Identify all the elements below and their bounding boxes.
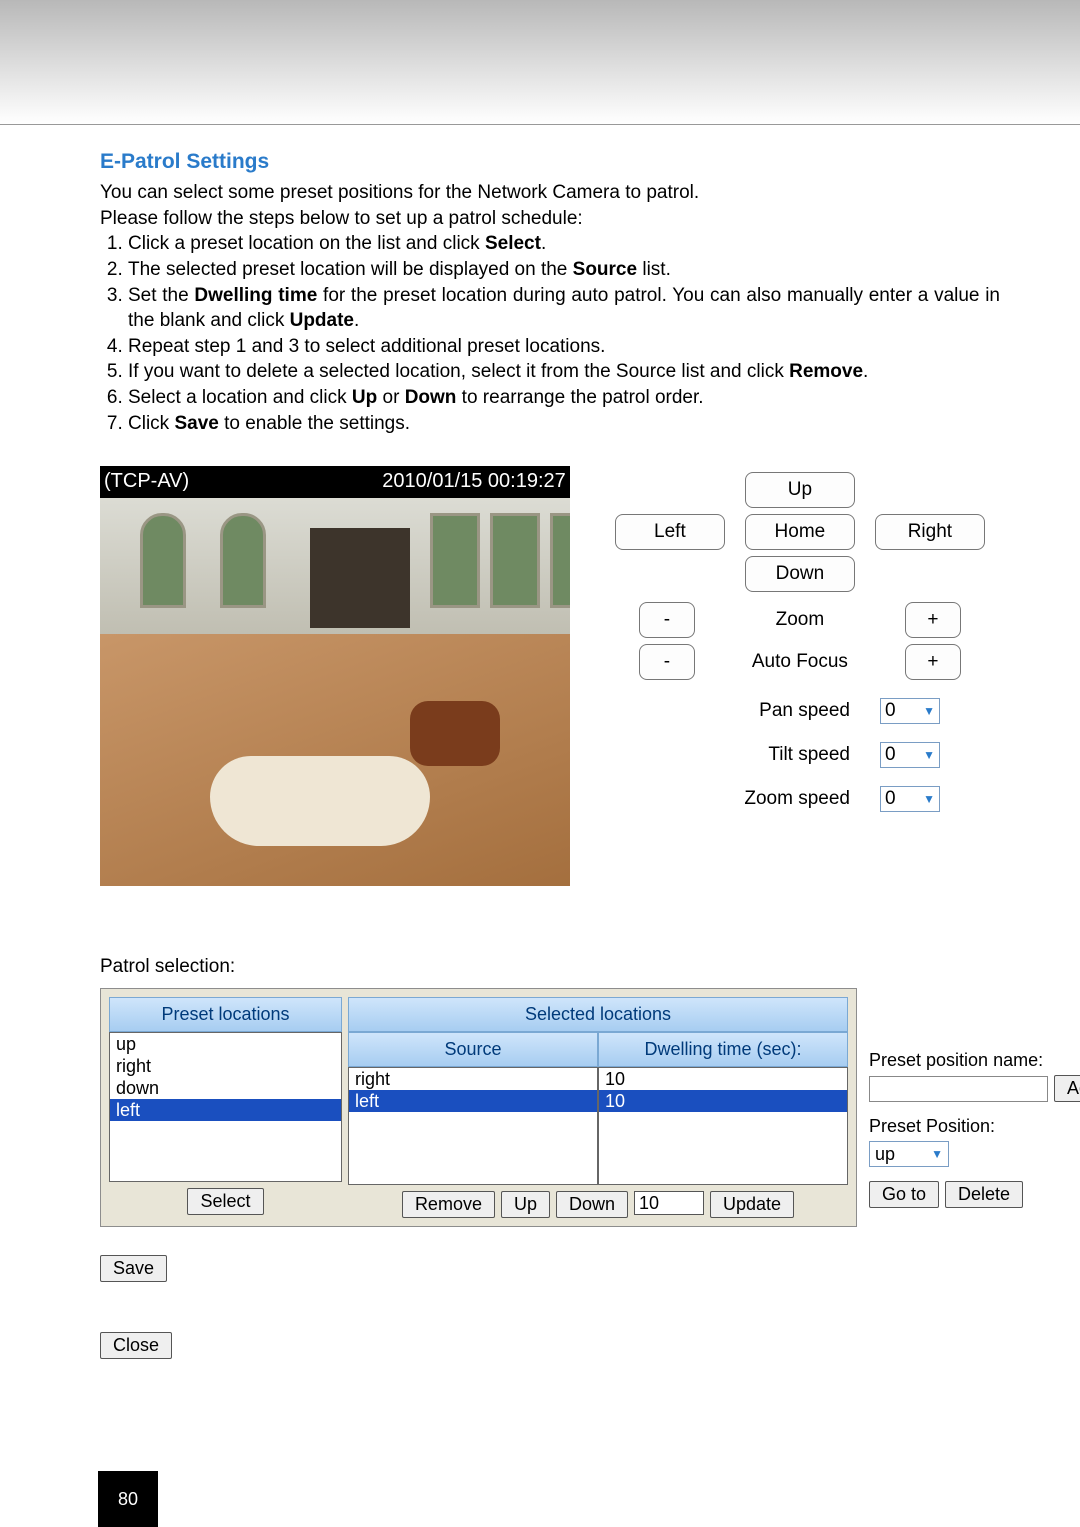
page-number: 80	[98, 1471, 158, 1527]
remove-button[interactable]: Remove	[402, 1191, 495, 1218]
zoom-in-button[interactable]: +	[905, 602, 961, 638]
list-item[interactable]: right	[110, 1055, 341, 1077]
zoom-speed-value: 0	[885, 788, 896, 810]
step-item: Click Save to enable the settings.	[128, 411, 1000, 437]
list-item[interactable]: up	[110, 1033, 341, 1055]
focus-near-button[interactable]: -	[639, 644, 695, 680]
move-down-button[interactable]: Down	[556, 1191, 628, 1218]
ptz-right-button[interactable]: Right	[875, 514, 985, 550]
add-button[interactable]: Add	[1054, 1075, 1080, 1102]
list-item[interactable]: right	[349, 1068, 597, 1090]
patrol-selection-label: Patrol selection:	[100, 956, 1000, 978]
section-title: E-Patrol Settings	[100, 150, 1000, 174]
ptz-panel: Up Left Home Right Down - Zoom + - Auto …	[600, 466, 1000, 812]
move-up-button[interactable]: Up	[501, 1191, 550, 1218]
zoom-label: Zoom	[715, 609, 885, 631]
list-item[interactable]: down	[110, 1077, 341, 1099]
preset-name-input[interactable]	[869, 1076, 1048, 1102]
ptz-home-button[interactable]: Home	[745, 514, 855, 550]
intro-text: You can select some preset positions for…	[100, 180, 1000, 231]
pan-speed-select[interactable]: 0▼	[880, 698, 940, 724]
dwell-time-input[interactable]	[634, 1191, 704, 1215]
video-timestamp: 2010/01/15 00:19:27	[382, 470, 566, 493]
zoom-speed-label: Zoom speed	[744, 788, 850, 810]
chevron-down-icon: ▼	[923, 748, 935, 762]
close-button[interactable]: Close	[100, 1332, 172, 1359]
step-item: Click a preset location on the list and …	[128, 231, 1000, 257]
intro-line: You can select some preset positions for…	[100, 180, 1000, 206]
ptz-down-button[interactable]: Down	[745, 556, 855, 592]
preset-position-label: Preset Position:	[869, 1116, 1080, 1137]
pan-speed-label: Pan speed	[759, 700, 850, 722]
zoom-speed-select[interactable]: 0▼	[880, 786, 940, 812]
source-list[interactable]: rightleft	[348, 1067, 598, 1185]
video-scene	[100, 498, 570, 886]
focus-far-button[interactable]: +	[905, 644, 961, 680]
zoom-out-button[interactable]: -	[639, 602, 695, 638]
goto-button[interactable]: Go to	[869, 1181, 939, 1208]
delete-button[interactable]: Delete	[945, 1181, 1023, 1208]
step-item: Set the Dwelling time for the preset loc…	[128, 283, 1000, 334]
dwell-header: Dwelling time (sec):	[598, 1032, 848, 1067]
chevron-down-icon: ▼	[931, 1147, 943, 1161]
step-item: Select a location and click Up or Down t…	[128, 385, 1000, 411]
select-button[interactable]: Select	[187, 1188, 263, 1215]
dwell-time-list[interactable]: 1010	[598, 1067, 848, 1185]
video-codec-label: (TCP-AV)	[104, 470, 189, 493]
list-item[interactable]: left	[349, 1090, 597, 1112]
preset-name-label: Preset position name:	[869, 1050, 1080, 1071]
preset-position-select[interactable]: up ▼	[869, 1141, 949, 1167]
save-button[interactable]: Save	[100, 1255, 167, 1282]
list-item[interactable]: 10	[599, 1090, 847, 1112]
camera-preview: (TCP-AV) 2010/01/15 00:19:27	[100, 466, 570, 886]
selected-locations-header: Selected locations	[348, 997, 848, 1032]
source-header: Source	[348, 1032, 598, 1067]
preset-locations-header: Preset locations	[109, 997, 342, 1032]
patrol-lists-panel: Preset locations uprightdownleft Select …	[100, 988, 857, 1227]
step-item: Repeat step 1 and 3 to select additional…	[128, 334, 1000, 360]
chevron-down-icon: ▼	[923, 792, 935, 806]
step-item: If you want to delete a selected locatio…	[128, 359, 1000, 385]
preset-position-panel: Preset position name: Add Preset Positio…	[869, 988, 1080, 1222]
preset-locations-list[interactable]: uprightdownleft	[109, 1032, 342, 1182]
steps-list: Click a preset location on the list and …	[100, 231, 1000, 436]
page-header-gradient	[0, 0, 1080, 125]
tilt-speed-select[interactable]: 0▼	[880, 742, 940, 768]
pan-speed-value: 0	[885, 700, 896, 722]
tilt-speed-label: Tilt speed	[768, 744, 850, 766]
autofocus-label: Auto Focus	[715, 651, 885, 673]
ptz-up-button[interactable]: Up	[745, 472, 855, 508]
preset-position-value: up	[875, 1144, 895, 1165]
list-item[interactable]: left	[110, 1099, 341, 1121]
chevron-down-icon: ▼	[923, 704, 935, 718]
list-item[interactable]: 10	[599, 1068, 847, 1090]
update-button[interactable]: Update	[710, 1191, 794, 1218]
intro-line: Please follow the steps below to set up …	[100, 206, 1000, 232]
tilt-speed-value: 0	[885, 744, 896, 766]
ptz-left-button[interactable]: Left	[615, 514, 725, 550]
step-item: The selected preset location will be dis…	[128, 257, 1000, 283]
